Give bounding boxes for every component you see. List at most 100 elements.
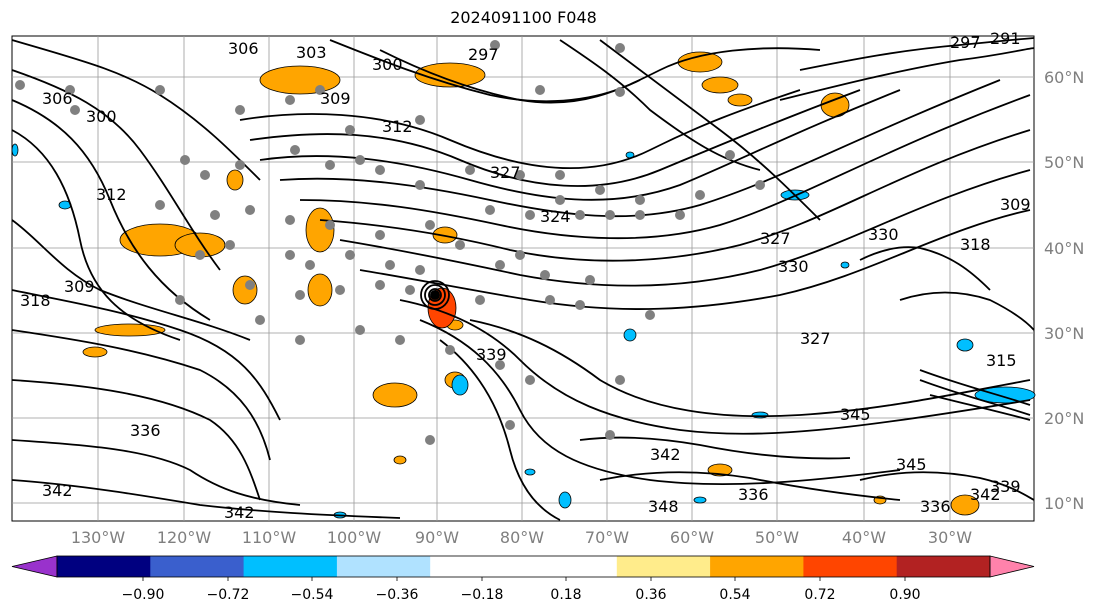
station-dot bbox=[295, 335, 305, 345]
contour-line bbox=[11, 99, 211, 321]
contour-label: 336 bbox=[130, 421, 161, 440]
contour-label: 327 bbox=[490, 163, 521, 182]
contour-label: 312 bbox=[382, 117, 413, 136]
contour-line bbox=[859, 471, 1035, 501]
lon-label-40w: 40°W bbox=[841, 528, 887, 547]
colorbar-tick: −0.54 bbox=[290, 587, 334, 603]
station-dot bbox=[155, 85, 165, 95]
station-dot bbox=[505, 420, 515, 430]
colorbar-segment bbox=[523, 556, 618, 577]
contour-line bbox=[339, 169, 1031, 287]
contour-line bbox=[919, 369, 1031, 406]
contour-line bbox=[11, 219, 251, 341]
contour-label: 327 bbox=[760, 229, 791, 248]
storm-contour-ring bbox=[424, 284, 446, 306]
contour-line bbox=[579, 436, 851, 460]
station-dot bbox=[605, 430, 615, 440]
station-dot bbox=[555, 170, 565, 180]
contour-line bbox=[859, 246, 991, 291]
station-dot bbox=[755, 180, 765, 190]
station-dot bbox=[70, 105, 80, 115]
station-dot bbox=[305, 260, 315, 270]
contour-line bbox=[11, 439, 301, 506]
colorbar-tick: 0.36 bbox=[635, 587, 667, 603]
contour-label: 303 bbox=[296, 43, 327, 62]
lon-label-30w: 30°W bbox=[927, 528, 973, 547]
station-dot bbox=[295, 290, 305, 300]
contour-line bbox=[259, 89, 901, 201]
contour-line bbox=[599, 471, 901, 501]
negative-anomaly-fill bbox=[623, 328, 637, 342]
colorbar-tick: −0.18 bbox=[460, 587, 504, 603]
contour-label: 291 bbox=[990, 29, 1021, 48]
lon-label-100w: 100°W bbox=[326, 528, 382, 547]
station-dot bbox=[225, 240, 235, 250]
station-dot bbox=[285, 250, 295, 260]
station-dot bbox=[235, 105, 245, 115]
contour-label: 309 bbox=[64, 277, 95, 296]
colorbar-segment bbox=[57, 556, 151, 577]
contour-line bbox=[919, 379, 1031, 416]
colorbar-segment bbox=[710, 556, 804, 577]
station-dot bbox=[495, 360, 505, 370]
positive-anomaly-fill bbox=[414, 62, 486, 88]
station-dot bbox=[355, 325, 365, 335]
lat-label-40n: 40°N bbox=[1044, 239, 1085, 258]
positive-anomaly-fill bbox=[727, 93, 753, 107]
station-dot bbox=[385, 260, 395, 270]
negative-anomaly-fill bbox=[524, 468, 536, 476]
contour-line bbox=[11, 129, 181, 341]
station-dot bbox=[595, 185, 605, 195]
contour-label: 348 bbox=[648, 497, 679, 516]
contour-line bbox=[11, 479, 401, 519]
contour-line bbox=[359, 209, 1031, 310]
station-dot bbox=[555, 195, 565, 205]
map-frame bbox=[11, 35, 1035, 522]
colorbar-tick: −0.90 bbox=[121, 587, 165, 603]
positive-anomaly-fill bbox=[677, 51, 723, 73]
colorbar-segment bbox=[243, 556, 338, 577]
station-dot bbox=[415, 265, 425, 275]
positive-anomaly-fill bbox=[226, 169, 244, 191]
station-dot bbox=[255, 315, 265, 325]
contour-label: 336 bbox=[738, 485, 769, 504]
colorbar-segment bbox=[616, 556, 711, 577]
station-dot bbox=[675, 210, 685, 220]
station-dot bbox=[695, 190, 705, 200]
contour-label: 306 bbox=[228, 39, 259, 58]
colorbar-segment bbox=[336, 556, 431, 577]
contour-label: 339 bbox=[476, 345, 507, 364]
colorbar-segment bbox=[150, 556, 245, 577]
contour-label: 324 bbox=[540, 207, 571, 226]
station-dot bbox=[455, 240, 465, 250]
lat-label-20n: 20°N bbox=[1044, 409, 1085, 428]
storm-contour-ring bbox=[420, 280, 450, 310]
station-dot bbox=[525, 375, 535, 385]
contour-label: 318 bbox=[960, 235, 991, 254]
colorbar-outline bbox=[56, 555, 991, 578]
lon-label-110w: 110°W bbox=[241, 528, 297, 547]
contour-label: 300 bbox=[86, 107, 117, 126]
map-title: 2024091100 F048 bbox=[450, 8, 597, 27]
station-dot bbox=[445, 345, 455, 355]
contour-label: 312 bbox=[96, 185, 127, 204]
contour-label: 315 bbox=[986, 351, 1017, 370]
station-dot bbox=[635, 195, 645, 205]
station-dot bbox=[490, 40, 500, 50]
contour-label: 339 bbox=[990, 477, 1021, 496]
contour-line bbox=[419, 319, 901, 486]
contour-line bbox=[329, 39, 641, 103]
contour-line bbox=[469, 319, 1031, 418]
negative-anomaly-fill bbox=[840, 261, 850, 269]
contour-line bbox=[399, 299, 1031, 435]
negative-anomaly-fill bbox=[693, 496, 707, 504]
station-dot bbox=[535, 85, 545, 95]
contour-line bbox=[439, 339, 561, 521]
station-dot bbox=[425, 435, 435, 445]
negative-anomaly-fill bbox=[558, 491, 572, 509]
contour-label: 309 bbox=[320, 89, 351, 108]
lat-label-10n: 10°N bbox=[1044, 494, 1085, 513]
station-dot bbox=[405, 285, 415, 295]
station-dot bbox=[325, 220, 335, 230]
positive-anomaly-fill bbox=[232, 275, 258, 305]
